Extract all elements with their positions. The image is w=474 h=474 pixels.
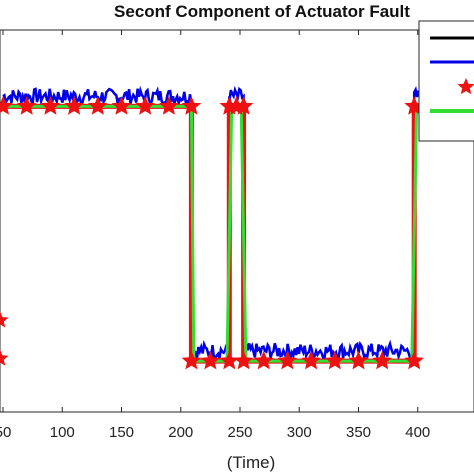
series-2-point	[181, 96, 202, 115]
series-2-point	[40, 96, 61, 115]
x-tick-label: 400	[405, 424, 430, 441]
series-2-point	[253, 350, 274, 370]
series-2-point	[200, 350, 221, 370]
x-tick-label: 200	[168, 424, 193, 441]
series-2-point	[0, 96, 13, 115]
series-2-point	[372, 350, 393, 370]
legend-items	[430, 36, 474, 113]
series-2-point	[301, 350, 321, 370]
series-2-point	[64, 96, 84, 115]
x-tick-label: 300	[287, 424, 312, 441]
series-2-point	[324, 350, 345, 370]
series-2-point	[135, 96, 156, 115]
marker-layer	[0, 96, 474, 370]
series-2-point	[277, 350, 298, 370]
extra-marker	[0, 311, 9, 328]
legend-marker-2	[457, 78, 474, 95]
series-2-point	[111, 96, 132, 115]
legend	[418, 20, 474, 142]
series-2-point	[233, 96, 254, 115]
x-tick-label: 100	[50, 424, 75, 441]
series-2-point	[87, 96, 108, 115]
x-axis: 50 100 150 200 250 300 350 400	[0, 30, 430, 441]
series-2-point	[159, 96, 179, 115]
series-1-line	[2, 85, 474, 362]
x-tick-label: 50	[0, 424, 11, 441]
chart-title: Seconf Component of Actuator Fault	[114, 2, 410, 21]
x-axis-label: (Time)	[227, 453, 275, 472]
series-2-point	[404, 350, 425, 370]
x-tick-label: 250	[227, 424, 252, 441]
x-tick-label: 350	[346, 424, 371, 441]
x-tick-label: 150	[109, 424, 134, 441]
plot-frame	[0, 29, 474, 413]
plot-area	[0, 29, 474, 413]
series-2-point	[233, 350, 254, 370]
series-2-point	[348, 350, 369, 370]
extra-marker	[0, 349, 9, 366]
series-2-point	[181, 350, 202, 370]
series-2-point	[16, 96, 37, 115]
